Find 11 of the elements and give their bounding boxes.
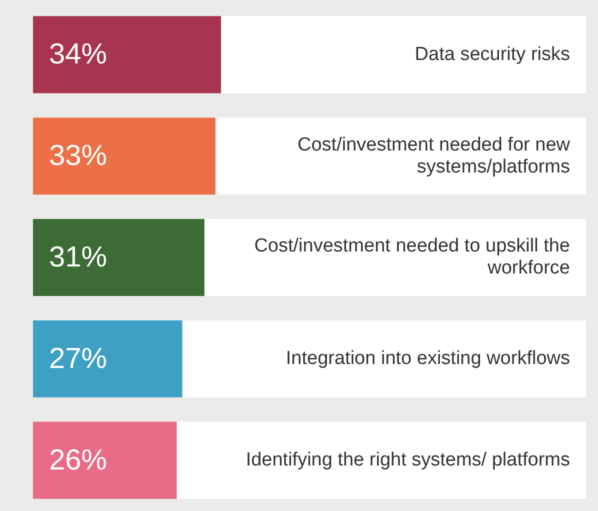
y-tick-label: Integration into existing workflows <box>286 348 570 370</box>
data-label: 26% <box>49 444 108 476</box>
data-label: 31% <box>49 242 108 274</box>
data-label: 33% <box>49 140 108 172</box>
data-label: 27% <box>49 342 108 375</box>
y-tick-label: Identifying the right systems/ platforms <box>246 450 570 471</box>
bar <box>33 422 177 499</box>
y-tick-label: Cost/investment needed for new systems/platforms <box>298 134 570 178</box>
y-tick-label: Data security risks <box>414 44 570 65</box>
y-tick-label: Cost/investment needed to upskill the workforce <box>254 236 570 279</box>
data-label: 34% <box>49 38 108 71</box>
